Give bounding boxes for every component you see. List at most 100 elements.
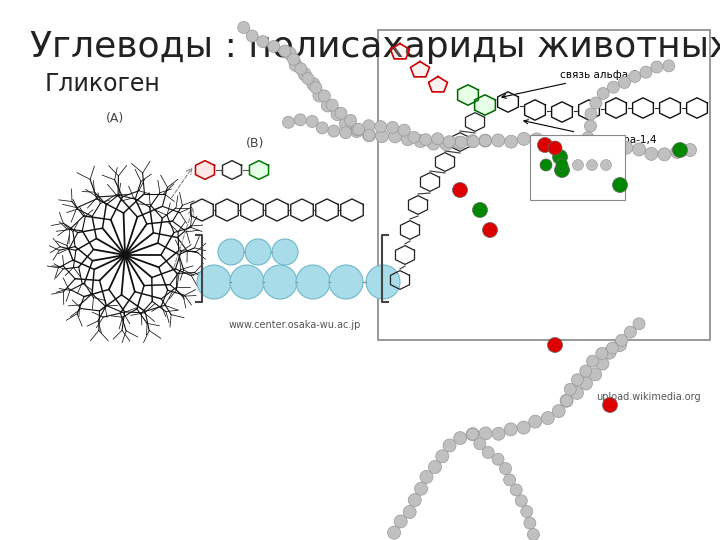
Circle shape: [353, 123, 364, 136]
Circle shape: [479, 427, 492, 440]
Circle shape: [318, 90, 330, 102]
Circle shape: [350, 125, 364, 138]
Circle shape: [480, 134, 491, 146]
Circle shape: [540, 159, 552, 171]
Circle shape: [453, 136, 466, 149]
Circle shape: [589, 368, 602, 381]
Circle shape: [541, 411, 554, 424]
Circle shape: [387, 122, 399, 133]
Circle shape: [590, 97, 602, 109]
Circle shape: [585, 120, 596, 132]
Circle shape: [394, 515, 408, 528]
Circle shape: [568, 140, 581, 153]
Circle shape: [363, 129, 376, 141]
Circle shape: [387, 526, 400, 539]
Circle shape: [263, 265, 297, 299]
Circle shape: [282, 116, 294, 129]
Polygon shape: [390, 44, 410, 59]
Circle shape: [531, 133, 544, 146]
Circle shape: [452, 183, 467, 198]
Circle shape: [328, 125, 340, 137]
Circle shape: [408, 131, 420, 143]
Circle shape: [528, 529, 539, 540]
Circle shape: [552, 150, 567, 165]
Circle shape: [500, 463, 511, 475]
Circle shape: [283, 47, 296, 60]
Circle shape: [408, 494, 421, 507]
Bar: [378, 30, 710, 340]
Circle shape: [556, 137, 569, 150]
Circle shape: [428, 461, 441, 474]
Circle shape: [645, 147, 658, 160]
Circle shape: [482, 222, 498, 238]
Circle shape: [443, 439, 456, 452]
Circle shape: [339, 118, 352, 131]
Circle shape: [403, 505, 416, 518]
Circle shape: [374, 120, 387, 133]
Circle shape: [363, 129, 375, 141]
Circle shape: [580, 365, 592, 377]
Circle shape: [572, 374, 583, 386]
Circle shape: [587, 159, 598, 171]
Circle shape: [287, 53, 300, 65]
Circle shape: [467, 136, 480, 147]
Circle shape: [363, 120, 374, 132]
Circle shape: [415, 482, 428, 495]
Circle shape: [582, 132, 594, 144]
Circle shape: [603, 397, 618, 413]
Circle shape: [510, 484, 522, 496]
Circle shape: [547, 338, 562, 353]
Circle shape: [246, 30, 258, 42]
Circle shape: [608, 81, 619, 93]
Circle shape: [321, 99, 334, 112]
Circle shape: [554, 163, 570, 178]
Circle shape: [306, 116, 318, 127]
Circle shape: [420, 134, 432, 146]
Text: (В): (В): [246, 137, 264, 150]
Polygon shape: [474, 95, 495, 115]
Circle shape: [257, 36, 269, 48]
Circle shape: [595, 348, 608, 360]
Text: Углеводы : полисахариды животных: Углеводы : полисахариды животных: [30, 30, 720, 64]
Circle shape: [613, 178, 628, 192]
Circle shape: [316, 122, 328, 134]
Circle shape: [474, 438, 486, 450]
Circle shape: [482, 447, 494, 458]
Circle shape: [414, 134, 427, 147]
Circle shape: [366, 265, 400, 299]
Circle shape: [455, 136, 467, 148]
Circle shape: [310, 82, 322, 93]
Circle shape: [651, 61, 663, 73]
Circle shape: [538, 138, 552, 152]
Circle shape: [432, 133, 444, 145]
Circle shape: [351, 124, 364, 136]
Circle shape: [606, 342, 618, 354]
Circle shape: [504, 423, 517, 436]
Circle shape: [521, 505, 533, 517]
Circle shape: [564, 383, 576, 395]
Circle shape: [479, 134, 492, 147]
Circle shape: [492, 453, 504, 465]
Circle shape: [326, 99, 338, 111]
Circle shape: [561, 395, 572, 407]
Circle shape: [466, 428, 479, 441]
Circle shape: [516, 495, 527, 507]
Circle shape: [197, 265, 231, 299]
Circle shape: [331, 107, 344, 120]
Text: связь альфа-1,4: связь альфа-1,4: [524, 120, 657, 145]
Circle shape: [401, 133, 414, 146]
Bar: [530, 135, 625, 200]
Circle shape: [556, 159, 568, 171]
Circle shape: [528, 415, 541, 428]
Circle shape: [518, 132, 531, 145]
Polygon shape: [410, 62, 430, 77]
Polygon shape: [428, 77, 448, 92]
Circle shape: [618, 77, 631, 89]
Circle shape: [313, 89, 326, 102]
Circle shape: [616, 334, 628, 346]
Circle shape: [524, 517, 536, 529]
Circle shape: [302, 72, 314, 84]
Circle shape: [268, 40, 280, 52]
Circle shape: [570, 387, 583, 400]
Circle shape: [597, 87, 609, 99]
